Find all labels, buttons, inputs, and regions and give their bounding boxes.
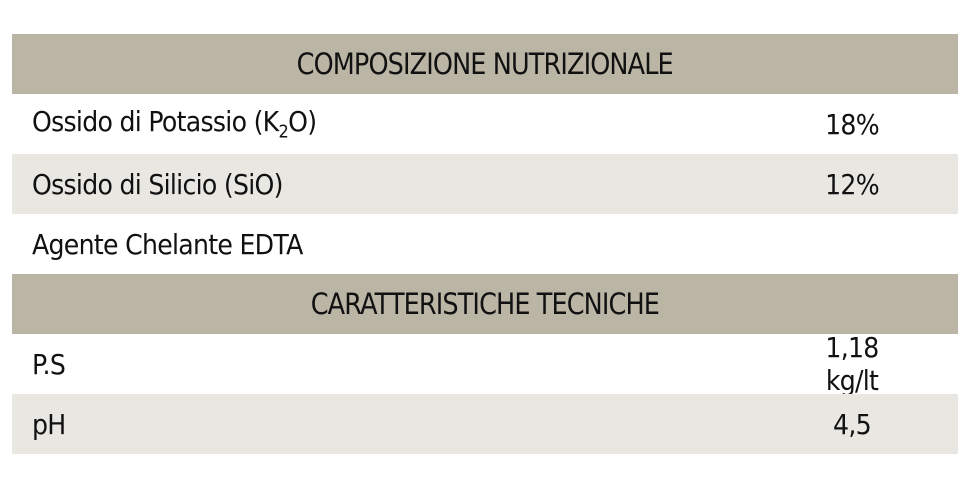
section-header-technical: CARATTERISTICHE TECNICHE bbox=[12, 274, 958, 334]
row-label: Ossido di Potassio (K2O) bbox=[32, 105, 317, 143]
table-row: Ossido di Potassio (K2O) 18% bbox=[12, 94, 958, 154]
section-title: COMPOSIZIONE NUTRIZIONALE bbox=[296, 47, 674, 81]
row-label: Agente Chelante EDTA bbox=[32, 227, 303, 261]
row-value: 1,18 kg/lt bbox=[825, 331, 879, 397]
row-value: 4,5 bbox=[833, 407, 872, 441]
row-value: 18% bbox=[825, 107, 880, 141]
product-spec-table: COMPOSIZIONE NUTRIZIONALE Ossido di Pota… bbox=[12, 34, 958, 454]
table-row: Agente Chelante EDTA bbox=[12, 214, 958, 274]
row-label: pH bbox=[32, 407, 66, 441]
table-row: P.S 1,18 kg/lt bbox=[12, 331, 958, 397]
label-subscript: 2 bbox=[278, 121, 289, 143]
table-row: pH 4,5 bbox=[12, 394, 958, 454]
section-title: CARATTERISTICHE TECNICHE bbox=[310, 287, 660, 321]
row-label: Ossido di Silicio (SiO) bbox=[32, 167, 283, 201]
section-header-composition: COMPOSIZIONE NUTRIZIONALE bbox=[12, 34, 958, 94]
table-row: Ossido di Silicio (SiO) 12% bbox=[12, 154, 958, 214]
label-text: Ossido di Potassio (K bbox=[32, 105, 279, 139]
row-value: 12% bbox=[825, 167, 880, 201]
label-text-end: O) bbox=[288, 105, 317, 139]
row-label: P.S bbox=[32, 347, 66, 381]
